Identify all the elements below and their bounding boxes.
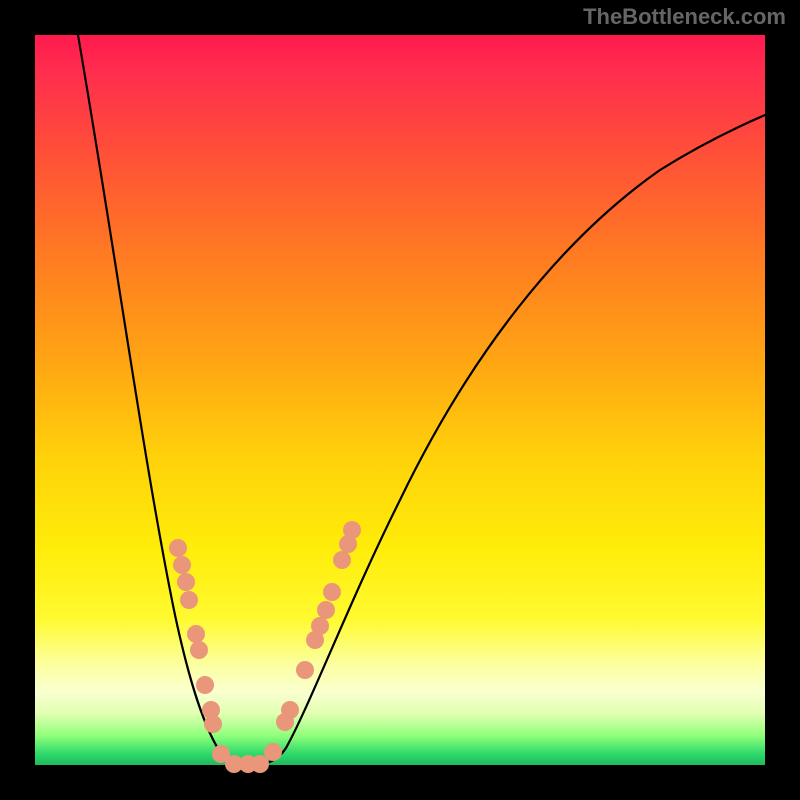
marker-right bbox=[343, 521, 361, 539]
marker-left bbox=[187, 625, 205, 643]
marker-bottom bbox=[251, 755, 269, 773]
marker-right bbox=[333, 551, 351, 569]
marker-left bbox=[204, 715, 222, 733]
marker-right bbox=[281, 701, 299, 719]
marker-left bbox=[169, 539, 187, 557]
marker-left bbox=[180, 591, 198, 609]
chart-svg bbox=[0, 0, 800, 800]
marker-left bbox=[173, 556, 191, 574]
marker-right bbox=[311, 617, 329, 635]
marker-right bbox=[323, 583, 341, 601]
chart-container: TheBottleneck.com bbox=[0, 0, 800, 800]
marker-right bbox=[317, 601, 335, 619]
marker-left bbox=[177, 573, 195, 591]
marker-right bbox=[296, 661, 314, 679]
plot-background bbox=[35, 35, 765, 765]
watermark-text: TheBottleneck.com bbox=[583, 4, 786, 30]
marker-left bbox=[190, 641, 208, 659]
marker-left bbox=[196, 676, 214, 694]
